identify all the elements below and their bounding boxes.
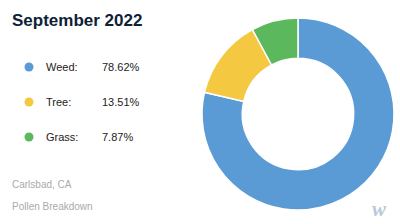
legend-label: Tree:	[46, 96, 71, 108]
watermark: w	[372, 197, 387, 221]
legend-value: 13.51%	[102, 96, 140, 108]
legend-label: Weed:	[46, 61, 78, 73]
chart: September 2022 Weed: 78.62% Tree: 13.51% Gras…	[0, 0, 400, 224]
footer: Carlsbad, CA	[12, 179, 72, 190]
donut	[202, 18, 394, 210]
legend-label: Grass:	[46, 131, 78, 143]
legend-swatch	[25, 63, 34, 72]
legend-value: 78.62%	[102, 61, 140, 73]
title: September 2022	[12, 11, 142, 30]
background	[0, 0, 400, 224]
legend-swatch	[25, 133, 34, 142]
legend-swatch	[25, 98, 34, 107]
slice	[252, 18, 298, 65]
slice	[202, 18, 394, 210]
legend: Weed: 78.62% Tree: 13.51% Grass: 7.87%	[25, 61, 140, 143]
footer: Pollen Breakdown	[12, 201, 93, 212]
legend-value: 7.87%	[102, 131, 133, 143]
